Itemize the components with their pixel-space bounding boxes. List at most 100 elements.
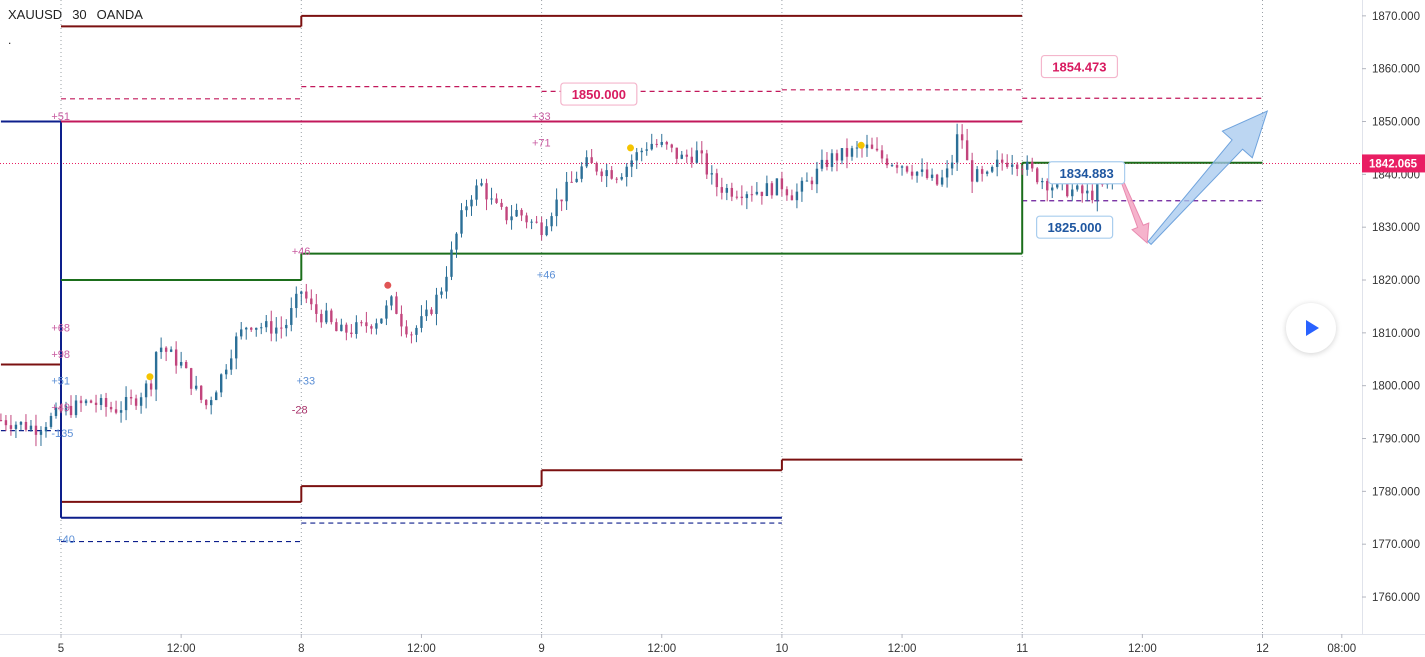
candle-body (425, 309, 428, 317)
candle-body (305, 291, 308, 299)
candle-body (435, 294, 438, 315)
time-tick-label: 12:00 (888, 643, 917, 655)
price-callout-box (1048, 161, 1126, 185)
candle-body (955, 134, 959, 163)
candle-body (760, 191, 764, 197)
candle-body (480, 183, 483, 186)
candle-body (1096, 183, 1099, 201)
candle-body (465, 206, 468, 211)
price-callout-label: 1825.000 (1048, 220, 1102, 235)
candle-body (570, 181, 573, 183)
candle-body (500, 202, 503, 207)
candle-body (265, 321, 268, 328)
time-tick-label: 12:00 (1128, 643, 1157, 655)
candle-body (895, 165, 899, 168)
candle-body (295, 293, 298, 309)
candle-body (1091, 190, 1094, 201)
price-tick-label: 1810.000 (1372, 328, 1420, 340)
candle-body (535, 221, 538, 223)
candle-body (720, 187, 724, 193)
time-tick-label: 9 (538, 643, 544, 655)
candle-body (285, 324, 288, 329)
candle-body (189, 368, 193, 389)
candle-body (415, 327, 418, 335)
candle-body (255, 327, 258, 330)
candle-body (84, 400, 88, 404)
candle-body (510, 216, 513, 221)
candle-body (980, 169, 984, 174)
candle-body (1086, 190, 1089, 194)
candle-body (745, 194, 749, 199)
candle-body (725, 187, 729, 193)
candle-body (665, 141, 668, 145)
price-callout-box (1040, 54, 1119, 79)
candle-body (800, 180, 804, 192)
candle-body (790, 195, 794, 201)
candle-body (225, 369, 228, 375)
candle-body (485, 183, 488, 200)
candle-body (89, 400, 93, 403)
candle-body (565, 181, 568, 202)
candle-body (24, 421, 28, 430)
candle-body (79, 400, 83, 404)
candle-body (260, 327, 263, 329)
candle-body (900, 166, 904, 168)
candle-body (335, 322, 338, 332)
candle-body (220, 374, 223, 393)
candle-body (385, 305, 388, 319)
price-tick-label: 1830.000 (1372, 222, 1420, 234)
candle-body (149, 383, 153, 390)
candle-body (1010, 164, 1014, 167)
candle-body (174, 349, 178, 366)
candle-body (840, 148, 844, 161)
level-annotation-label: -28 (292, 404, 308, 416)
candle-body (460, 210, 463, 234)
level-annotation-label: +33 (532, 111, 551, 123)
candle-body (740, 196, 744, 199)
candle-body (99, 398, 103, 405)
candle-body (620, 176, 623, 180)
candle-body (670, 144, 673, 148)
candle-body (1081, 185, 1084, 194)
candle-body (124, 396, 128, 411)
candle-body (440, 291, 443, 295)
candle-body (610, 170, 613, 179)
candle-body (710, 173, 714, 175)
price-tick-label: 1760.000 (1372, 592, 1420, 604)
candle-body (410, 334, 413, 336)
play-button[interactable] (1286, 303, 1336, 353)
price-callout-label: 1834.883 (1060, 166, 1114, 181)
symbol-header[interactable]: XAUUSD 30 OANDA . (8, 7, 153, 47)
candle-body (1051, 187, 1054, 191)
candle-body (139, 397, 143, 406)
candle-body (430, 309, 433, 315)
candle-body (650, 143, 653, 150)
candle-body (114, 409, 118, 413)
candle-body (645, 149, 648, 151)
candle-body (164, 347, 168, 352)
candle-body (765, 183, 769, 197)
candle-body (400, 313, 403, 327)
candle-body (960, 134, 964, 141)
level-annotation-label: +51 (51, 375, 70, 387)
candle-body (14, 424, 18, 429)
candle-body (214, 392, 218, 401)
candle-body (855, 147, 859, 149)
candle-body (660, 141, 663, 145)
candle-body (560, 199, 563, 202)
candle-body (280, 327, 283, 329)
candle-body (1076, 185, 1079, 190)
candle-body (735, 196, 739, 198)
time-tick-label: 12:00 (407, 643, 436, 655)
candle-body (375, 323, 378, 329)
price-tick-label: 1820.000 (1372, 275, 1420, 287)
candle-body (340, 324, 343, 332)
candle-body (505, 206, 508, 221)
candle-body (865, 144, 869, 149)
candle-body (235, 336, 238, 359)
candle-body (795, 191, 799, 201)
candle-body (1036, 168, 1039, 183)
candle-body (915, 171, 919, 176)
candle-body (780, 178, 784, 190)
